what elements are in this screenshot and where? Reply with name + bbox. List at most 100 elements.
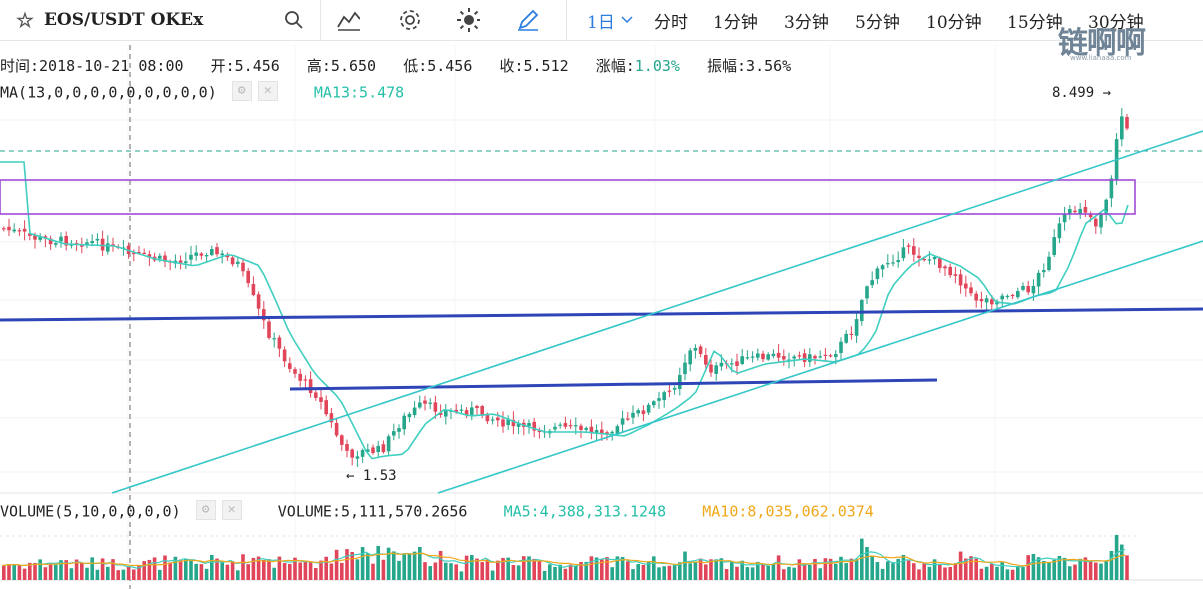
candle (199, 253, 204, 256)
theme-button[interactable] (456, 0, 480, 40)
interval-1m[interactable]: 1分钟 (713, 12, 758, 33)
volume-bar (33, 562, 37, 580)
volume-bar (392, 551, 396, 580)
volume-bar (1088, 561, 1093, 580)
candle (324, 400, 328, 415)
candle (537, 430, 542, 433)
candle (59, 236, 63, 242)
volume-bar (324, 556, 328, 580)
interval-3m[interactable]: 3分钟 (784, 12, 829, 33)
candle (485, 413, 490, 422)
channel-upper (111, 130, 1203, 494)
candle (756, 353, 760, 358)
candle (979, 299, 984, 302)
volume-bar (485, 559, 490, 580)
volume-bar (126, 566, 131, 580)
volume-bar (922, 563, 926, 580)
ma-value: MA13:5.478 (313, 83, 405, 102)
candle (553, 426, 557, 430)
volume-bar (574, 565, 578, 580)
ma-params: MA(13,0,0,0,0,0,0,0,0,0) (0, 83, 217, 102)
volume-bar (849, 558, 854, 580)
candle (527, 423, 531, 427)
volume-bar (896, 558, 900, 580)
volume-bar (74, 559, 79, 580)
volume-bar (532, 558, 536, 580)
ma-close-icon[interactable]: ✕ (257, 81, 278, 101)
volume-bar (714, 559, 718, 580)
candle (158, 255, 162, 259)
volume-bar (553, 566, 557, 580)
volume-bar (152, 557, 157, 580)
candle (236, 261, 240, 264)
volume-bar (95, 569, 100, 580)
candle (28, 233, 32, 236)
search-icon (282, 8, 306, 32)
volume-bar (288, 563, 292, 580)
candle (272, 338, 276, 340)
star-icon[interactable]: ☆ (16, 8, 34, 32)
ohlc-open: 开:5.456 (210, 57, 280, 75)
candle (849, 333, 854, 335)
interval-1d[interactable]: 1日 (587, 0, 633, 40)
candle (386, 436, 391, 452)
candle (678, 375, 682, 389)
volume-bar (106, 566, 110, 580)
volume-bar (334, 549, 339, 580)
interval-15m[interactable]: 15分钟 (1007, 12, 1063, 33)
candle (298, 373, 302, 381)
volume-bar (631, 569, 635, 580)
volume-settings-icon[interactable]: ⚙ (195, 500, 216, 520)
volume-bar (813, 558, 817, 580)
draw-button[interactable] (516, 0, 540, 40)
candle (293, 369, 297, 374)
volume-bar (522, 556, 526, 580)
volume-bar (797, 559, 802, 580)
candle (896, 260, 900, 263)
volume-bar (371, 563, 375, 580)
candle (912, 246, 916, 255)
volume-bar (490, 570, 495, 580)
candle (438, 412, 443, 415)
search-button[interactable] (282, 0, 306, 40)
volume-bar (667, 565, 672, 580)
volume-bar (7, 564, 11, 580)
candle (262, 309, 266, 321)
volume-bar (444, 562, 448, 580)
settings-button[interactable] (398, 0, 422, 40)
volume-bar (1073, 564, 1077, 580)
volume-bar (199, 564, 204, 580)
candle (1026, 286, 1030, 293)
candle (308, 379, 313, 394)
volume-bar (1099, 563, 1103, 580)
candle (990, 299, 994, 305)
ma-settings-icon[interactable]: ⚙ (231, 81, 252, 101)
volume-bar (880, 568, 885, 580)
interval-5m[interactable]: 5分钟 (855, 12, 900, 33)
volume-bar (1078, 558, 1082, 580)
candle (620, 418, 625, 425)
interval-30m[interactable]: 30分钟 (1088, 12, 1144, 33)
volume-bar (168, 562, 172, 580)
volume-bar (173, 556, 178, 580)
volume-close-icon[interactable]: ✕ (221, 500, 242, 520)
indicators-button[interactable] (336, 0, 360, 40)
interval-10m[interactable]: 10分钟 (926, 12, 982, 33)
interval-timeshare[interactable]: 分时 (654, 12, 688, 33)
candle (319, 397, 323, 402)
volume-bar (891, 563, 895, 580)
symbol-selector[interactable]: ☆ EOS/USDT OKEx (16, 0, 203, 40)
candle (1036, 272, 1041, 287)
candle (251, 284, 256, 296)
candle (480, 406, 484, 416)
high-price-label: 8.499 → (1052, 85, 1111, 101)
volume-bar (303, 561, 308, 580)
volume-bar (298, 562, 302, 580)
candle (818, 356, 822, 358)
candle (132, 252, 136, 255)
volume-bar (1120, 544, 1124, 580)
volume-bar (1047, 562, 1051, 580)
candle (787, 359, 791, 361)
candle (906, 245, 911, 247)
